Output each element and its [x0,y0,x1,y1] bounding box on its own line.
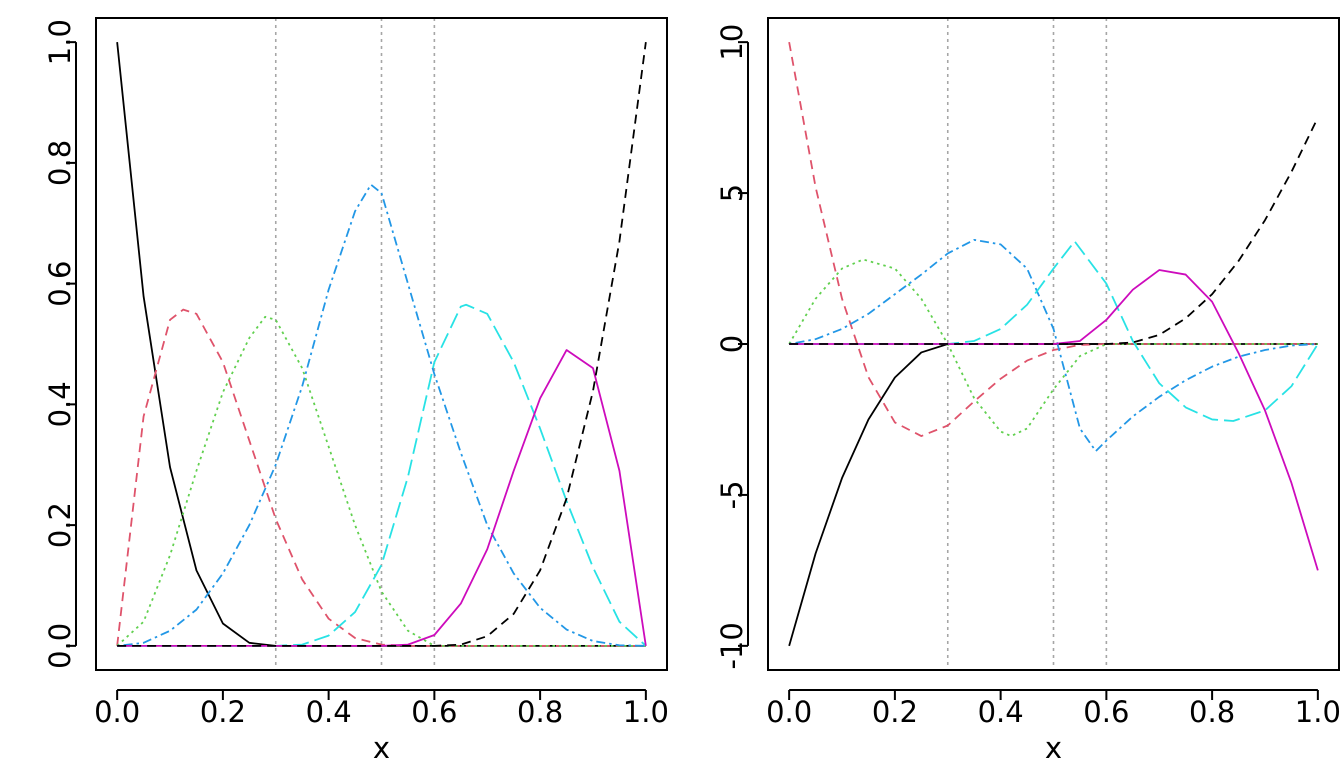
series-line-4 [117,303,647,647]
x-tick-label: 0.8 [1189,695,1235,729]
x-tick-label: 0.4 [978,695,1024,729]
x-tick-label: 0.4 [306,695,352,729]
y-tick-label: 0.8 [43,140,77,186]
x-tick-label: 0.6 [1083,695,1129,729]
y-tick-label: 5 [715,184,749,202]
x-axis-title: x [1045,731,1062,765]
series-line-2 [116,315,646,647]
series-line-5 [117,349,647,647]
y-axis: -10 -5 0 5 10 [715,24,749,670]
y-tick-label: 10 [715,24,749,61]
y-tick-label: -10 [715,622,749,669]
y-tick-label: 0.0 [43,623,77,669]
x-tick-label: 1.0 [1295,695,1341,729]
y-axis: 0.0 0.2 0.4 0.6 0.8 1.0 [43,19,77,669]
x-tick-label: 0.2 [872,695,918,729]
x-tick-label: 0.0 [94,695,140,729]
left-panel-basis-functions: 0.0 0.2 0.4 0.6 0.8 1.0 x 0.0 0.2 0.4 0.6 0.8 1.0 [43,17,669,765]
x-tick-label: 0.0 [766,695,812,729]
series-line-3 [788,238,1318,453]
plot-frame [767,17,1340,671]
y-tick-label: 0.4 [43,381,77,427]
x-tick-label: 0.2 [200,695,246,729]
y-tick-label: 0.6 [43,261,77,307]
y-tick-label: 0.2 [43,502,77,548]
x-axis: 0.0 0.2 0.4 0.6 0.8 1.0 x [766,689,1341,765]
right-panel-derivative-basis-functions: 0.0 0.2 0.4 0.6 0.8 1.0 x -10 -5 0 5 10 [715,17,1341,765]
series-line-2 [788,258,1318,437]
x-axis: 0.0 0.2 0.4 0.6 0.8 1.0 x [94,689,669,765]
series-line-5 [789,269,1319,571]
series-line-4 [789,240,1319,422]
y-tick-label: 1.0 [43,19,77,65]
series-line-6 [117,42,647,647]
x-axis-title: x [373,731,390,765]
y-tick-label: -5 [715,480,749,509]
x-tick-label: 0.8 [517,695,563,729]
y-tick-label: 0 [715,335,749,353]
series-line-6 [789,117,1319,345]
plot-frame [95,17,668,671]
x-tick-label: 0.6 [411,695,457,729]
x-tick-label: 1.0 [623,695,669,729]
series-line-3 [117,183,646,647]
series-line-1 [116,308,646,647]
